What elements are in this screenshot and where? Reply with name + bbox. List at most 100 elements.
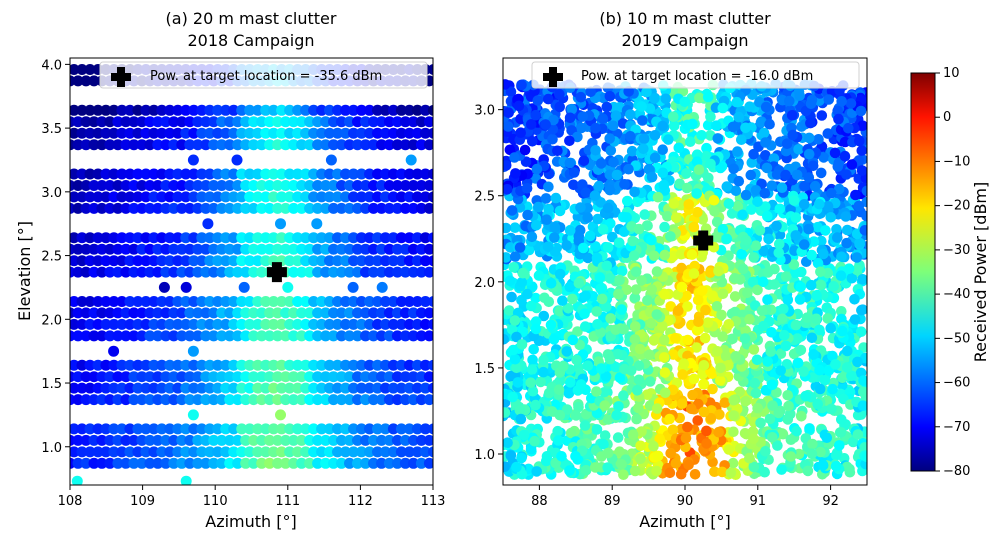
scatter-point — [540, 193, 552, 204]
scatter-point — [128, 139, 140, 151]
scatter-point — [657, 167, 669, 179]
x-tick-label: 112 — [348, 494, 373, 509]
y-tick-label: 2.5 — [474, 190, 495, 205]
scatter-point — [92, 318, 104, 330]
scatter-point — [511, 362, 522, 374]
scatter-point — [415, 307, 427, 319]
scatter-point — [232, 243, 244, 255]
scatter-point — [84, 446, 96, 458]
scatter-point — [360, 180, 371, 191]
scatter-point — [726, 208, 738, 219]
scatter-point — [300, 359, 312, 371]
scatter-point — [702, 119, 714, 131]
scatter-point — [599, 400, 611, 411]
scatter-point — [252, 318, 264, 330]
scatter-point — [292, 168, 304, 180]
scatter-point — [618, 324, 629, 335]
scatter-point — [542, 241, 554, 252]
scatter-point — [395, 296, 407, 307]
scatter-point — [292, 423, 304, 435]
scatter-point — [204, 255, 216, 267]
scatter-point — [224, 394, 236, 406]
scatter-point — [148, 423, 160, 435]
scatter-point — [288, 139, 300, 151]
scatter-point — [280, 307, 292, 319]
scatter-point — [796, 411, 807, 422]
scatter-point — [80, 330, 92, 342]
scatter-point — [659, 289, 670, 300]
scatter-point — [411, 446, 423, 458]
scatter-point — [256, 434, 268, 446]
scatter-point — [112, 457, 124, 469]
scatter-point — [391, 202, 403, 214]
scatter-point — [399, 266, 411, 278]
scatter-point — [148, 296, 160, 307]
scatter-point — [849, 314, 861, 325]
y-tick-label: 1.0 — [41, 441, 62, 456]
scatter-point — [116, 255, 128, 267]
scatter-point — [228, 255, 240, 267]
scatter-point — [805, 279, 817, 291]
scatter-point — [76, 382, 88, 394]
scatter-point — [184, 243, 196, 255]
scatter-point — [312, 180, 324, 191]
scatter-point — [689, 469, 701, 480]
scatter-point — [659, 352, 670, 363]
scatter-point — [104, 243, 116, 255]
x-tick-label: 92 — [822, 494, 839, 509]
scatter-point — [260, 255, 272, 267]
scatter-point — [553, 435, 564, 446]
scatter-point — [570, 410, 582, 421]
scatter-point — [646, 284, 658, 295]
scatter-point — [423, 243, 433, 255]
scatter-point — [260, 104, 272, 116]
scatter-point — [204, 168, 216, 180]
scatter-point — [762, 210, 773, 222]
scatter-point — [164, 232, 176, 244]
scatter-point — [415, 243, 427, 255]
scatter-point — [228, 191, 240, 203]
scatter-point — [391, 457, 403, 469]
scatter-point — [212, 191, 224, 203]
scatter-point — [601, 101, 613, 113]
scatter-point — [535, 376, 546, 388]
scatter-point — [152, 180, 164, 191]
scatter-point — [728, 394, 740, 406]
scatter-point — [348, 232, 359, 244]
scatter-point — [803, 132, 815, 144]
scatter-point — [383, 139, 395, 151]
scatter-point — [104, 116, 116, 128]
scatter-point — [128, 243, 140, 255]
scatter-point — [399, 116, 411, 128]
scatter-point — [727, 457, 739, 469]
scatter-point — [180, 281, 192, 293]
scatter-point — [604, 184, 616, 196]
scatter-point — [652, 191, 664, 203]
scatter-point — [212, 446, 224, 458]
scatter-point — [755, 117, 767, 128]
scatter-point — [332, 191, 343, 203]
scatter-point — [92, 423, 104, 435]
scatter-point — [288, 307, 300, 319]
scatter-point — [708, 195, 720, 206]
scatter-point — [759, 188, 771, 199]
scatter-point — [531, 466, 542, 477]
scatter-point — [748, 461, 760, 473]
scatter-point — [100, 255, 112, 267]
scatter-point — [336, 202, 347, 214]
scatter-point — [572, 131, 583, 143]
scatter-point — [515, 413, 527, 425]
scatter-point — [104, 371, 116, 383]
scatter-point — [733, 111, 744, 123]
scatter-point — [80, 243, 92, 255]
scatter-point — [272, 116, 284, 128]
scatter-point — [208, 202, 220, 214]
scatter-point — [769, 279, 780, 290]
scatter-point — [76, 191, 88, 203]
scatter-point — [717, 102, 729, 114]
scatter-point — [376, 266, 387, 278]
scatter-point — [352, 139, 363, 151]
scatter-point — [516, 79, 527, 91]
scatter-point — [376, 202, 387, 214]
scatter-point — [676, 398, 688, 410]
